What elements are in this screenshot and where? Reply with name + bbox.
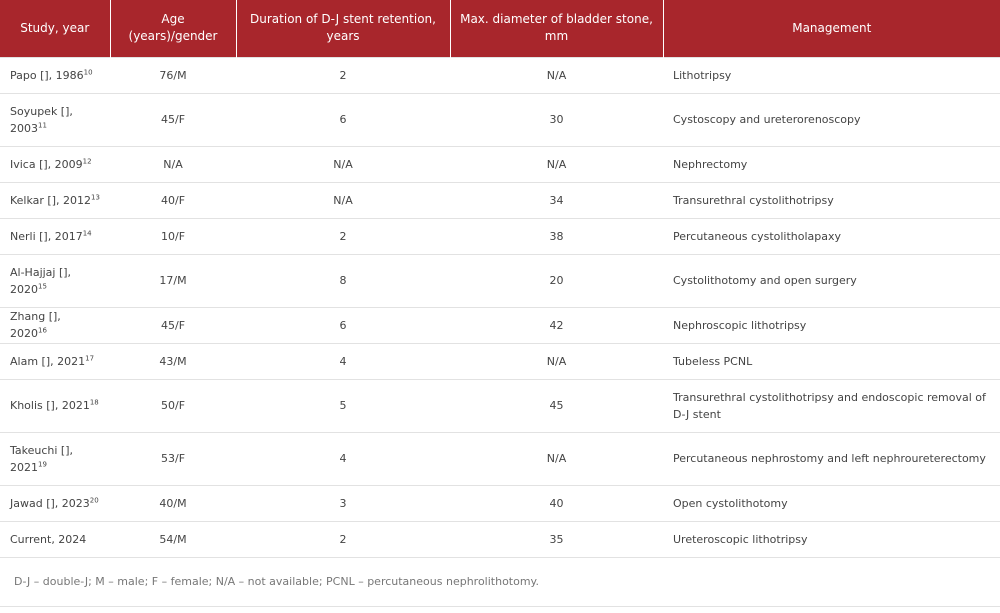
cell-study: Takeuchi [], 202119 <box>0 431 110 485</box>
table-row: Kelkar [], 201213 40/F N/A 34 Transureth… <box>0 181 1000 218</box>
cell-study: Kelkar [], 201213 <box>0 181 110 218</box>
cell-study: Soyupek [], 200311 <box>0 92 110 146</box>
cell-study: Alam [], 202117 <box>0 342 110 379</box>
cell-diameter: N/A <box>450 431 663 485</box>
cell-age: 17/M <box>110 253 236 307</box>
header-stent-duration: Duration of D-J stent retention, years <box>236 0 451 57</box>
cell-management: Nephrectomy <box>663 145 1000 182</box>
cell-study: Papo [], 198610 <box>0 56 110 93</box>
cell-duration: 2 <box>236 520 450 558</box>
cell-diameter: N/A <box>450 56 663 93</box>
cell-diameter: 35 <box>450 520 663 558</box>
cell-duration: 2 <box>236 56 450 93</box>
cell-duration: 4 <box>236 342 450 379</box>
cell-age: 54/M <box>110 520 236 558</box>
cell-duration: 6 <box>236 306 450 343</box>
header-row: Study, year Age (years)/gender Duration … <box>0 0 1000 57</box>
cell-diameter: 38 <box>450 217 663 254</box>
cell-study: Nerli [], 201714 <box>0 217 110 254</box>
cell-management: Nephroscopic lithotripsy <box>663 306 1000 343</box>
cell-management: Transurethral cystolithotripsy and endos… <box>663 378 1000 432</box>
cell-management: Ureteroscopic lithotripsy <box>663 520 1000 558</box>
cell-diameter: 40 <box>450 484 663 521</box>
table-row: Jawad [], 202320 40/M 3 40 Open cystolit… <box>0 484 1000 521</box>
cell-age: 40/M <box>110 484 236 521</box>
cell-diameter: 20 <box>450 253 663 307</box>
cell-management: Cystoscopy and ureterorenoscopy <box>663 92 1000 146</box>
cell-age: 43/M <box>110 342 236 379</box>
table-header: Study, year Age (years)/gender Duration … <box>0 0 1000 57</box>
cell-study: Al-Hajjaj [], 202015 <box>0 253 110 307</box>
cell-study: Current, 2024 <box>0 520 110 558</box>
cell-age: 10/F <box>110 217 236 254</box>
table-row: Al-Hajjaj [], 202015 17/M 8 20 Cystolith… <box>0 253 1000 307</box>
table-footnote: D-J – double-J; M – male; F – female; N/… <box>0 558 1000 607</box>
cell-age: 40/F <box>110 181 236 218</box>
table-body: Papo [], 198610 76/M 2 N/A Lithotripsy S… <box>0 56 1000 558</box>
header-age-gender: Age (years)/gender <box>110 0 237 57</box>
table-row: Alam [], 202117 43/M 4 N/A Tubeless PCNL <box>0 342 1000 379</box>
cell-study: Zhang [], 202016 <box>0 306 110 343</box>
cell-management: Lithotripsy <box>663 56 1000 93</box>
table-row: Nerli [], 201714 10/F 2 38 Percutaneous … <box>0 217 1000 254</box>
cell-diameter: 30 <box>450 92 663 146</box>
table-row: Takeuchi [], 202119 53/F 4 N/A Percutane… <box>0 431 1000 485</box>
cell-diameter: 42 <box>450 306 663 343</box>
table-row: Kholis [], 202118 50/F 5 45 Transurethra… <box>0 378 1000 432</box>
cell-study: Kholis [], 202118 <box>0 378 110 432</box>
table-row: Ivica [], 200912 N/A N/A N/A Nephrectomy <box>0 145 1000 182</box>
header-management: Management <box>663 0 1000 57</box>
cell-study: Jawad [], 202320 <box>0 484 110 521</box>
table-row: Current, 2024 54/M 2 35 Ureteroscopic li… <box>0 520 1000 558</box>
header-stone-diameter: Max. diameter of bladder stone, mm <box>450 0 664 57</box>
header-study-year: Study, year <box>0 0 111 57</box>
cell-duration: N/A <box>236 181 450 218</box>
cell-age: 45/F <box>110 306 236 343</box>
cell-diameter: N/A <box>450 342 663 379</box>
cell-management: Cystolithotomy and open surgery <box>663 253 1000 307</box>
cell-management: Percutaneous cystolitholapaxy <box>663 217 1000 254</box>
cell-duration: 8 <box>236 253 450 307</box>
cell-diameter: N/A <box>450 145 663 182</box>
cell-management: Open cystolithotomy <box>663 484 1000 521</box>
cell-duration: N/A <box>236 145 450 182</box>
table-row: Zhang [], 202016 45/F 6 42 Nephroscopic … <box>0 306 1000 343</box>
cell-study: Ivica [], 200912 <box>0 145 110 182</box>
cell-duration: 5 <box>236 378 450 432</box>
cell-diameter: 34 <box>450 181 663 218</box>
cell-management: Transurethral cystolithotripsy <box>663 181 1000 218</box>
cell-age: 53/F <box>110 431 236 485</box>
studies-table: Study, year Age (years)/gender Duration … <box>0 0 1000 558</box>
cell-duration: 3 <box>236 484 450 521</box>
cell-management: Tubeless PCNL <box>663 342 1000 379</box>
cell-management: Percutaneous nephrostomy and left nephro… <box>663 431 1000 485</box>
cell-age: N/A <box>110 145 236 182</box>
cell-duration: 6 <box>236 92 450 146</box>
cell-age: 76/M <box>110 56 236 93</box>
table-row: Soyupek [], 200311 45/F 6 30 Cystoscopy … <box>0 92 1000 146</box>
cell-age: 50/F <box>110 378 236 432</box>
cell-diameter: 45 <box>450 378 663 432</box>
table-row: Papo [], 198610 76/M 2 N/A Lithotripsy <box>0 56 1000 93</box>
cell-duration: 2 <box>236 217 450 254</box>
cell-duration: 4 <box>236 431 450 485</box>
cell-age: 45/F <box>110 92 236 146</box>
